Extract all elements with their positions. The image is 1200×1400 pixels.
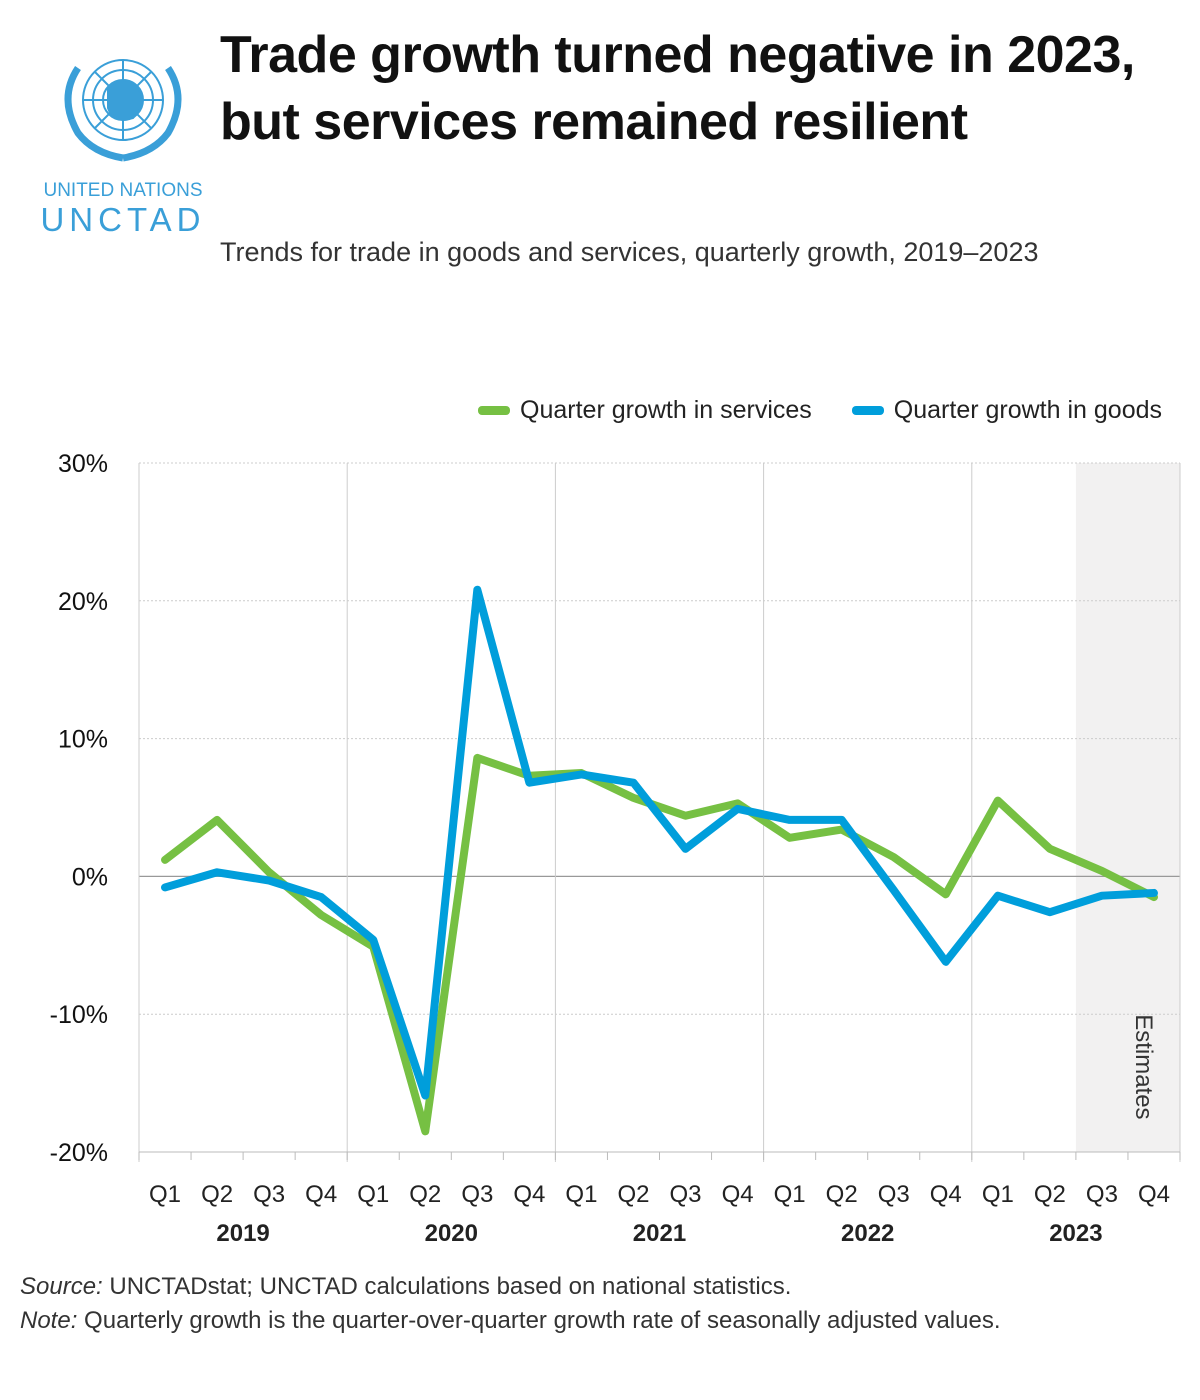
note-text: Quarterly growth is the quarter-over-qua…: [84, 1307, 1001, 1334]
x-tick-label: Q1: [982, 1181, 1014, 1208]
x-tick-label: Q1: [774, 1181, 806, 1208]
legend: Quarter growth in services Quarter growt…: [478, 396, 1162, 425]
logo-text-unctad: UNCTAD: [40, 201, 205, 238]
legend-swatch-goods: [851, 406, 884, 415]
logo-text-un: UNITED NATIONS: [43, 180, 202, 201]
x-tick-label: Q3: [670, 1181, 702, 1208]
x-tick-label: Q4: [513, 1181, 545, 1208]
year-label: 2023: [1049, 1220, 1102, 1247]
x-tick-label: Q1: [357, 1181, 389, 1208]
legend-item-services: Quarter growth in services: [478, 396, 812, 425]
x-tick-label: Q1: [565, 1181, 597, 1208]
un-emblem-icon: [64, 59, 182, 162]
chart-subtitle: Trends for trade in goods and services, …: [220, 237, 1039, 267]
chart-title: Trade growth turned negative in 2023, bu…: [220, 26, 1135, 151]
legend-swatch-services: [478, 406, 511, 415]
x-tick-label: Q4: [930, 1181, 962, 1208]
x-tick-label: Q2: [1034, 1181, 1066, 1208]
x-tick-label: Q4: [1138, 1181, 1170, 1208]
x-tick-label: Q3: [878, 1181, 910, 1208]
legend-label-goods: Quarter growth in goods: [893, 396, 1162, 424]
series-line-services: [161, 753, 1158, 1136]
estimates-label: Estimates: [1130, 1014, 1157, 1119]
x-tick-label: Q2: [201, 1181, 233, 1208]
x-tick-label: Q1: [149, 1181, 181, 1208]
legend-item-goods: Quarter growth in goods: [851, 396, 1162, 425]
x-tick-label: Q4: [722, 1181, 754, 1208]
y-tick-label: 10%: [58, 726, 108, 754]
year-label: 2022: [841, 1220, 894, 1247]
footer: Source: UNCTADstat; UNCTAD calculations …: [20, 1270, 1180, 1338]
x-tick-label: Q3: [253, 1181, 285, 1208]
x-tick-label: Q2: [617, 1181, 649, 1208]
y-tick-label: 30%: [58, 450, 108, 478]
x-tick-label: Q3: [461, 1181, 493, 1208]
y-tick-label: 0%: [72, 863, 108, 891]
year-label: 2019: [216, 1220, 269, 1247]
y-tick-label: -10%: [50, 1001, 108, 1029]
y-tick-label: 20%: [58, 588, 108, 616]
line-chart: 30% 20% 10% 0% -10% -20% Q1 Q2 Q3 Q4 Q1 Q2 Q3 Q4 Q1 Q2 Q…: [50, 450, 1181, 1247]
year-label: 2021: [633, 1220, 686, 1247]
source-text: UNCTADstat; UNCTAD calculations based on…: [109, 1273, 792, 1300]
source-label: Source:: [20, 1273, 103, 1300]
x-tick-label: Q3: [1086, 1181, 1118, 1208]
unctad-logo: UNITED NATIONS UNCTAD: [40, 59, 205, 238]
x-tick-label: Q2: [409, 1181, 441, 1208]
year-label: 2020: [425, 1220, 478, 1247]
series-line-goods: [161, 585, 1158, 1100]
x-tick-label: Q2: [826, 1181, 858, 1208]
note-label: Note:: [20, 1307, 78, 1334]
x-tick-label: Q4: [305, 1181, 337, 1208]
legend-label-services: Quarter growth in services: [520, 396, 812, 424]
estimates-shading: [1075, 463, 1180, 1152]
y-tick-label: -20%: [50, 1139, 108, 1167]
